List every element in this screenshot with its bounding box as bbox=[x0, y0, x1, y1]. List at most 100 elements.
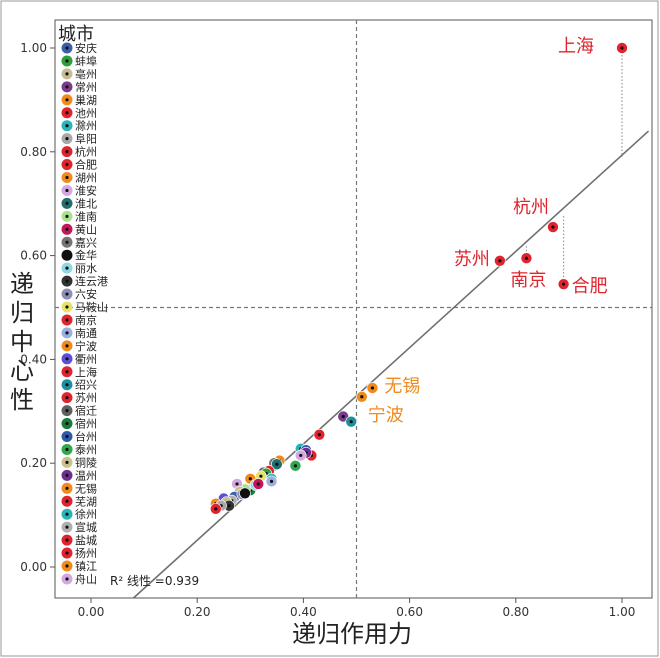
legend-swatch-center bbox=[65, 266, 69, 270]
legend-item: 扬州 bbox=[61, 546, 97, 560]
legend-item-label: 上海 bbox=[75, 365, 97, 379]
data-point bbox=[345, 415, 357, 428]
data-point-center bbox=[235, 482, 239, 486]
y-axis-label-char: 中 bbox=[10, 328, 34, 356]
legend-item: 常州 bbox=[61, 81, 97, 94]
legend-swatch-center bbox=[65, 46, 69, 50]
legend-item-label: 无锡 bbox=[75, 481, 97, 495]
data-point-center bbox=[620, 46, 624, 50]
data-point-center bbox=[256, 482, 260, 486]
legend-item: 阜阳 bbox=[61, 133, 97, 146]
data-point bbox=[294, 449, 307, 462]
legend-item-label: 淮北 bbox=[75, 197, 97, 210]
legend-item-label: 绍兴 bbox=[75, 378, 97, 392]
y-axis-label-char: 性 bbox=[10, 386, 34, 414]
legend-swatch-center bbox=[65, 370, 69, 374]
data-point bbox=[209, 503, 222, 515]
legend-item: 嘉兴 bbox=[61, 235, 97, 249]
legend-item-label: 合肥 bbox=[75, 158, 97, 172]
legend-swatch-center bbox=[65, 525, 69, 529]
legend-item: 铜陵 bbox=[61, 455, 97, 469]
legend-item: 亳州 bbox=[61, 67, 97, 81]
legend-item-label: 巢湖 bbox=[75, 94, 97, 107]
legend-swatch-center bbox=[65, 124, 69, 128]
legend-item-label: 丽水 bbox=[75, 262, 97, 275]
legend-item: 蚌埠 bbox=[61, 54, 97, 68]
data-point bbox=[239, 487, 251, 500]
legend-swatch-center bbox=[65, 538, 69, 542]
legend-item: 金华 bbox=[61, 248, 97, 262]
legend-swatch-center bbox=[65, 111, 69, 115]
y-axis-label-char: 归 bbox=[10, 299, 34, 327]
x-tick-label: 0.60 bbox=[396, 605, 423, 619]
legend-swatch-center bbox=[65, 499, 69, 503]
legend-item: 宁波 bbox=[61, 339, 97, 353]
data-point bbox=[557, 278, 570, 290]
data-point-center bbox=[370, 386, 375, 390]
legend-swatch-center bbox=[65, 577, 69, 581]
legend-item: 台州 bbox=[61, 430, 97, 444]
legend-item: 衢州 bbox=[61, 353, 97, 366]
plot-area bbox=[54, 19, 653, 599]
legend-swatch-center bbox=[65, 72, 69, 76]
data-point-center bbox=[293, 464, 298, 468]
legend-swatch-center bbox=[65, 305, 69, 309]
legend-swatch-center bbox=[65, 434, 69, 439]
legend-item: 连云港 bbox=[61, 275, 108, 288]
legend-item-label: 淮安 bbox=[75, 183, 97, 197]
point-label: 宁波 bbox=[368, 405, 404, 426]
data-point-center bbox=[248, 477, 252, 481]
legend-swatch-center bbox=[65, 150, 69, 154]
legend-item-label: 温州 bbox=[75, 469, 97, 482]
legend-item: 宣城 bbox=[61, 520, 97, 534]
x-axis-label: 递归作用力 bbox=[292, 620, 412, 648]
legend-item: 宿迁 bbox=[61, 404, 97, 418]
y-tick-label: 0.00 bbox=[20, 560, 47, 574]
legend-title: 城市 bbox=[58, 24, 94, 45]
legend-item-label: 芜湖 bbox=[75, 494, 97, 508]
legend-item: 徐州 bbox=[61, 507, 97, 521]
legend-swatch-center bbox=[65, 227, 69, 231]
legend-swatch-center bbox=[65, 512, 69, 516]
data-point-center bbox=[227, 504, 231, 508]
legend-item-label: 泰州 bbox=[75, 442, 97, 456]
legend-item-label: 池州 bbox=[75, 107, 97, 120]
legend-item-label: 台州 bbox=[75, 430, 97, 444]
data-point-center bbox=[275, 462, 279, 466]
legend-item: 芜湖 bbox=[61, 494, 97, 508]
legend-swatch-center bbox=[65, 188, 69, 193]
legend-item: 湖州 bbox=[61, 172, 97, 185]
legend-item: 滁州 bbox=[61, 119, 97, 133]
legend-item-label: 连云港 bbox=[75, 275, 108, 288]
point-label: 杭州 bbox=[513, 197, 549, 218]
legend-item-label: 宿迁 bbox=[75, 404, 97, 418]
legend-swatch-center bbox=[65, 473, 69, 477]
legend-item-label: 镇江 bbox=[75, 559, 97, 573]
legend-item-label: 淮南 bbox=[75, 210, 97, 223]
r2-annotation: R² 线性 =0.939 bbox=[110, 574, 199, 588]
legend-item: 泰州 bbox=[61, 442, 97, 456]
y-tick-label: 1.00 bbox=[20, 41, 47, 55]
legend-item: 池州 bbox=[61, 107, 97, 120]
y-axis-label-char: 递 bbox=[10, 270, 34, 298]
data-point bbox=[265, 475, 278, 488]
legend-item: 丽水 bbox=[61, 262, 97, 275]
legend-swatch-center bbox=[65, 279, 69, 283]
legend-item: 绍兴 bbox=[61, 378, 97, 392]
legend-item: 无锡 bbox=[61, 481, 97, 495]
legend-item-label: 盐城 bbox=[75, 534, 97, 547]
data-point-center bbox=[349, 420, 353, 424]
data-point-center bbox=[360, 395, 364, 399]
data-point bbox=[289, 459, 302, 472]
legend-item: 安庆 bbox=[61, 41, 97, 55]
point-label: 南京 bbox=[510, 270, 546, 291]
legend-item: 杭州 bbox=[61, 145, 97, 159]
point-label: 苏州 bbox=[454, 249, 490, 270]
legend-item: 温州 bbox=[61, 469, 97, 482]
legend-item-label: 马鞍山 bbox=[75, 300, 108, 314]
x-tick-label: 0.80 bbox=[502, 605, 529, 619]
legend-swatch-center bbox=[65, 409, 69, 413]
legend-swatch-center bbox=[65, 98, 69, 102]
legend-swatch-center bbox=[65, 357, 69, 361]
